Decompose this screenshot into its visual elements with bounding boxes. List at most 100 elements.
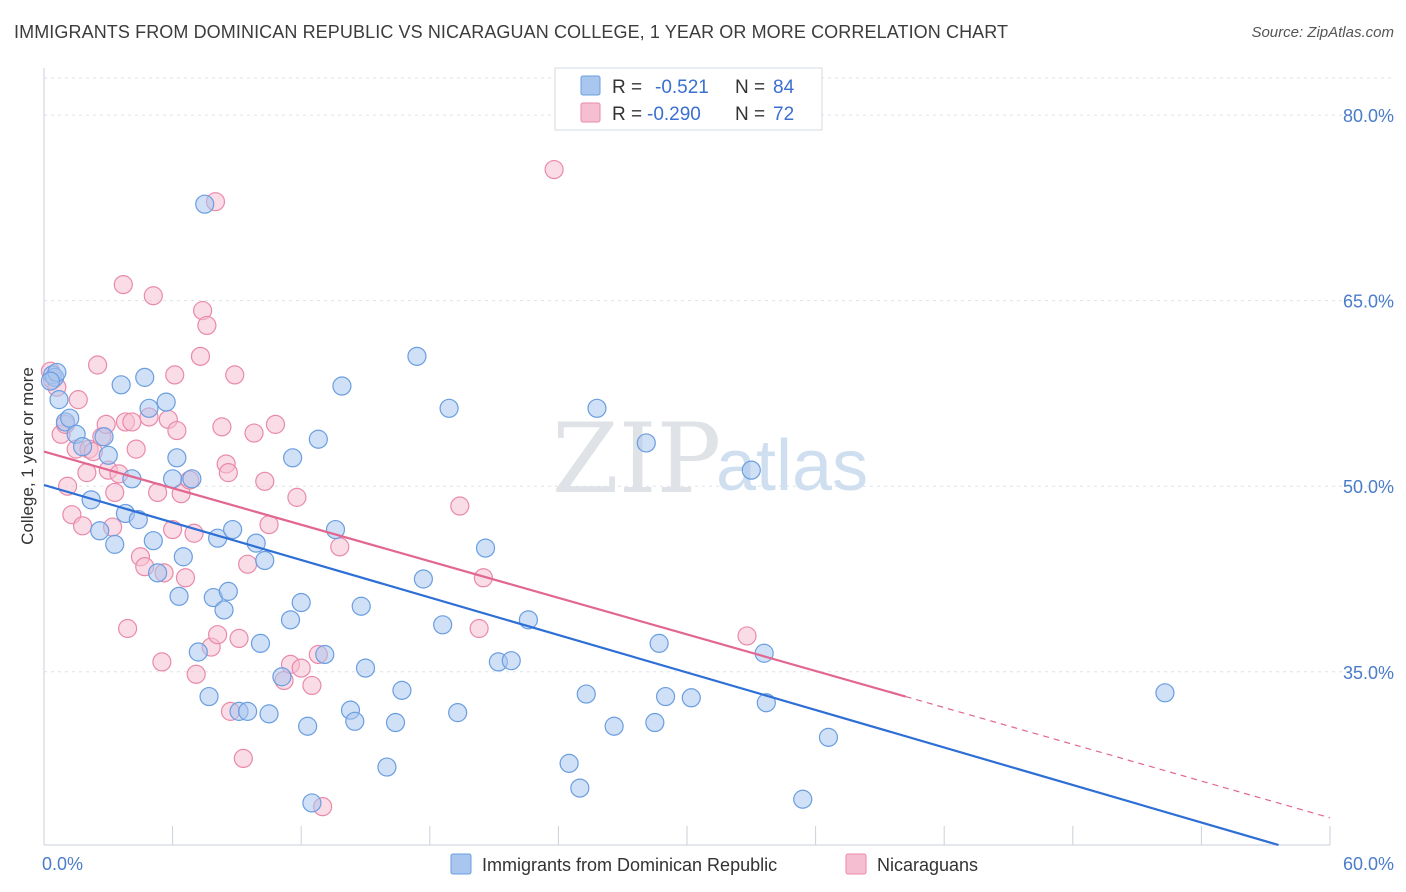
dominican-point-17 bbox=[135, 367, 155, 387]
dominican-point-52 bbox=[345, 711, 365, 731]
dominican-point-70 bbox=[587, 398, 607, 418]
dominican-point-3 bbox=[49, 390, 69, 410]
nicaraguan-point-20 bbox=[113, 274, 133, 295]
dominican-point-63 bbox=[475, 538, 496, 558]
grid-lines bbox=[44, 77, 1392, 673]
nicaraguan-point-13 bbox=[87, 355, 108, 375]
nicaraguan-point-68 bbox=[469, 618, 489, 639]
dominican-point-25 bbox=[173, 547, 193, 567]
nicaraguan-trend-line bbox=[43, 450, 906, 698]
dominican-point-10 bbox=[94, 427, 114, 447]
nicaraguan-point-54 bbox=[238, 554, 258, 574]
dominican-point-61 bbox=[439, 398, 459, 418]
dominican-point-7 bbox=[72, 437, 93, 457]
legend-r-value-2: -0.290 bbox=[647, 104, 701, 125]
legend-swatch-pink bbox=[580, 102, 601, 123]
nicaraguan-point-67 bbox=[450, 496, 470, 516]
dominican-point-28 bbox=[195, 194, 215, 214]
dominican-point-44 bbox=[291, 592, 311, 613]
nicaraguan-point-34 bbox=[165, 365, 185, 385]
dominican-point-38 bbox=[250, 633, 271, 653]
y-axis-label: College, 1 year or more bbox=[18, 367, 37, 545]
dominican-point-69 bbox=[576, 684, 596, 704]
chart-title: IMMIGRANTS FROM DOMINICAN REPUBLIC VS NI… bbox=[14, 22, 1009, 42]
dominican-point-36 bbox=[238, 701, 258, 721]
dominican-point-21 bbox=[156, 392, 176, 412]
dominican-point-68 bbox=[570, 778, 590, 798]
dominican-point-78 bbox=[754, 643, 774, 663]
dominican-point-5 bbox=[60, 408, 80, 428]
legend-swatch-blue bbox=[580, 75, 601, 96]
dominican-point-72 bbox=[636, 433, 656, 453]
legend-n-value-2: 72 bbox=[773, 104, 794, 125]
dominican-point-41 bbox=[272, 667, 292, 687]
dominican-point-79 bbox=[756, 693, 776, 713]
nicaraguan-point-24 bbox=[126, 439, 146, 459]
dominican-point-42 bbox=[280, 610, 301, 630]
nicaraguan-point-61 bbox=[287, 487, 307, 507]
dominican-point-23 bbox=[167, 448, 187, 468]
dominican-point-33 bbox=[218, 581, 238, 601]
dominican-point-54 bbox=[355, 658, 376, 678]
nicaraguan-point-51 bbox=[225, 365, 245, 385]
nicaraguan-point-62 bbox=[291, 658, 311, 678]
dominican-point-18 bbox=[139, 398, 159, 418]
bottom-legend-swatch-blue bbox=[450, 853, 472, 875]
dominican-point-32 bbox=[214, 600, 234, 620]
y-tick-label-65: 65.0% bbox=[1343, 292, 1394, 312]
dominican-point-77 bbox=[741, 460, 761, 480]
dominican-point-16 bbox=[128, 510, 148, 530]
bottom-legend-label-blue: Immigrants from Dominican Republic bbox=[482, 855, 777, 875]
watermark-zip: ZIP bbox=[552, 403, 721, 515]
nicaraguan-point-58 bbox=[265, 414, 286, 434]
dominican-point-46 bbox=[302, 793, 322, 813]
dominican-point-55 bbox=[377, 757, 397, 777]
source-credit: Source: ZipAtlas.com bbox=[1251, 24, 1394, 41]
nicaraguan-point-52 bbox=[229, 628, 249, 649]
dominican-point-34 bbox=[223, 519, 243, 540]
dominican-point-83 bbox=[40, 371, 61, 391]
dominican-point-56 bbox=[385, 712, 406, 733]
dominican-point-53 bbox=[351, 596, 371, 616]
dominican-point-59 bbox=[413, 569, 433, 589]
dominican-point-40 bbox=[259, 704, 279, 724]
nicaraguan-point-22 bbox=[117, 618, 138, 639]
dominican-point-19 bbox=[143, 531, 163, 551]
legend-r-value-1: -0.521 bbox=[655, 77, 709, 98]
dominican-point-26 bbox=[182, 469, 202, 489]
dominican-point-24 bbox=[169, 586, 189, 606]
dominican-point-12 bbox=[105, 534, 125, 554]
nicaraguan-point-47 bbox=[212, 417, 232, 437]
dominican-point-13 bbox=[111, 375, 131, 395]
dominican-point-43 bbox=[283, 448, 303, 468]
nicaraguan-point-40 bbox=[186, 664, 206, 684]
nicaraguan-point-23 bbox=[122, 412, 142, 432]
legend-r-label-1: R = bbox=[612, 77, 642, 98]
legend-n-label-1: N = bbox=[735, 77, 765, 98]
nicaraguan-point-9 bbox=[72, 516, 93, 536]
nicaraguan-point-66 bbox=[330, 537, 350, 557]
dominican-point-9 bbox=[90, 521, 110, 541]
nicaraguan-point-37 bbox=[175, 568, 196, 588]
nicaraguan-point-41 bbox=[190, 346, 211, 366]
legend-box: R = -0.521 N = 84 R = -0.290 N = 72 bbox=[554, 67, 823, 131]
nicaraguan-point-8 bbox=[68, 390, 88, 410]
y-tick-label-80: 80.0% bbox=[1343, 106, 1394, 126]
legend-r-label-2: R = bbox=[612, 104, 642, 125]
dominican-point-22 bbox=[163, 469, 183, 489]
nicaraguan-point-63 bbox=[302, 675, 322, 696]
legend-n-label-2: N = bbox=[735, 104, 765, 125]
dominican-point-81 bbox=[818, 727, 839, 747]
nicaraguan-point-49 bbox=[218, 463, 238, 483]
y-tick-labels: 35.0% 50.0% 65.0% 80.0% bbox=[1343, 106, 1394, 683]
dominican-point-27 bbox=[188, 642, 208, 662]
nicaraguan-point-53 bbox=[233, 748, 253, 769]
watermark: ZIP atlas bbox=[552, 403, 868, 515]
nicaraguan-point-18 bbox=[105, 482, 125, 503]
dominican-point-58 bbox=[407, 346, 427, 366]
legend-n-value-1: 84 bbox=[773, 77, 795, 98]
dominican-point-73 bbox=[645, 712, 665, 733]
dominican-point-82 bbox=[1155, 683, 1175, 703]
dominican-point-75 bbox=[655, 686, 676, 707]
